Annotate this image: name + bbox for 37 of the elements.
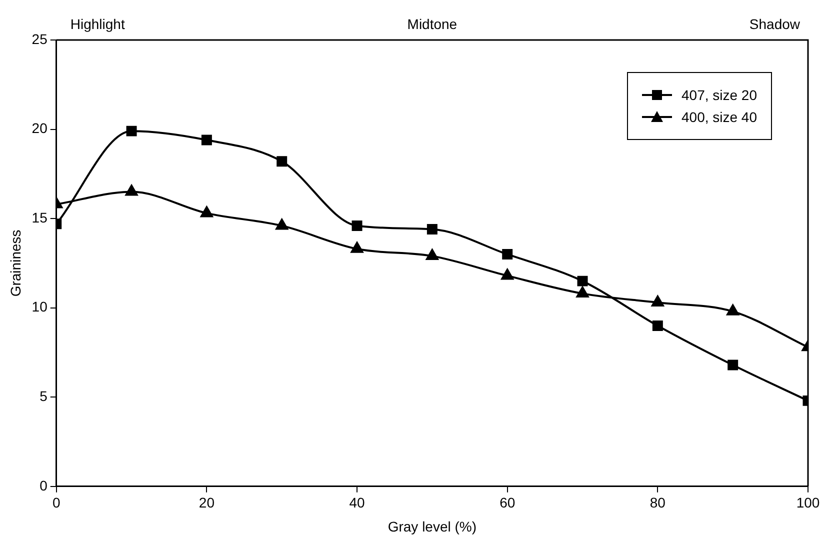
point (126, 126, 137, 136)
x-tick-label: 60 (500, 494, 516, 511)
text: Highlight (70, 16, 125, 32)
point (352, 220, 362, 231)
y-tick-label: 20 (32, 120, 48, 136)
point (201, 134, 212, 146)
y-tick-label: 5 (40, 388, 48, 404)
point (276, 156, 288, 167)
point (350, 242, 364, 253)
y-tick-label: 15 (32, 209, 48, 226)
x-tick-label: 0 (52, 494, 60, 511)
x-tick-label: 20 (198, 494, 215, 511)
point (652, 320, 663, 331)
point (501, 268, 514, 280)
legend-label: 400, size 40 (682, 109, 757, 125)
point (576, 286, 589, 298)
point (502, 249, 513, 260)
point (728, 360, 738, 370)
x-tick-label: 40 (349, 494, 366, 511)
y-axis-title: Graininess (7, 230, 24, 297)
text: Shadow (749, 16, 801, 32)
point (276, 218, 288, 230)
x-axis-title: Gray level (%) (388, 518, 477, 534)
point (577, 276, 588, 286)
point (726, 304, 740, 316)
legend-label: 407, size 20 (682, 87, 757, 103)
point (426, 224, 438, 235)
x-tick-label: 100 (796, 494, 820, 511)
y-tick-label: 0 (40, 477, 48, 494)
point (651, 295, 664, 306)
point (125, 184, 138, 196)
y-tick-label: 25 (32, 30, 48, 47)
y-tick-label: 10 (32, 298, 48, 315)
text: Midtone (407, 16, 458, 32)
point (200, 206, 213, 218)
point (426, 249, 438, 260)
x-tick-label: 80 (650, 494, 666, 511)
